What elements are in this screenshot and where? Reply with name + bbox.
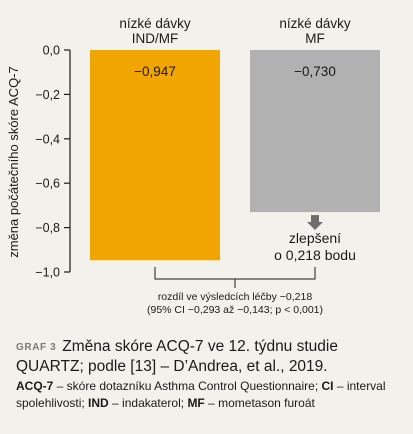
improvement-arrow-stem xyxy=(311,215,319,223)
y-tick-label: −0,8 xyxy=(35,221,60,235)
difference-bracket xyxy=(154,267,316,280)
bar xyxy=(90,50,220,261)
abbr-ind: IND xyxy=(88,396,109,410)
abbr-ci: CI xyxy=(321,379,334,393)
value-label: −0,730 xyxy=(294,64,336,79)
difference-annotation: rozdíl ve výsledcích léčby −0,218(95% CI… xyxy=(147,267,323,316)
bar xyxy=(250,50,380,213)
figure-caption-text: Změna skóre ACQ-7 ve 12. týdnu studie QU… xyxy=(16,338,338,375)
y-tick-label: −0,2 xyxy=(35,88,60,102)
category-label: nízké dávky xyxy=(119,16,191,31)
abbreviation-notes: ACQ-7 – skóre dotazníku Asthma Control Q… xyxy=(16,378,406,412)
bar-chart: 0,0 −0,2 −0,4 −0,6 −0,8 −1,0 změna počátečníh… xyxy=(6,16,380,316)
bars xyxy=(90,50,380,261)
y-tick-label: −0,6 xyxy=(35,177,60,191)
abbr-ci-def: – interval spolehlivosti; xyxy=(16,379,386,410)
category-label: MF xyxy=(305,31,325,46)
abbr-mf-def: – mometason furoát xyxy=(204,396,315,410)
improvement-label: o 0,218 bodu xyxy=(274,247,356,263)
y-axis-label: změna počátečního skóre ACQ-7 xyxy=(6,66,21,258)
improvement-arrow-head xyxy=(307,222,323,231)
y-tick-label: −0,4 xyxy=(35,132,60,146)
figure-number: GRAF 3 xyxy=(16,342,57,353)
y-axis: 0,0 −0,2 −0,4 −0,6 −0,8 −1,0 xyxy=(35,44,71,280)
difference-label: rozdíl ve výsledcích léčby −0,218 xyxy=(158,291,313,303)
value-labels: −0,947 −0,730 xyxy=(134,64,336,79)
abbr-ind-def: – indakaterol; xyxy=(108,396,188,410)
figure-caption: GRAF 3 Změna skóre ACQ-7 ve 12. týdnu stu… xyxy=(16,337,406,376)
value-label: −0,947 xyxy=(134,64,176,79)
y-tick-label: −1,0 xyxy=(35,266,60,280)
abbr-acq7: ACQ-7 xyxy=(16,379,54,393)
abbr-acq7-def: – skóre dotazníku Asthma Control Questio… xyxy=(53,379,322,393)
abbr-mf: MF xyxy=(187,396,205,410)
y-tick-label: 0,0 xyxy=(43,44,60,58)
category-label: nízké dávky xyxy=(279,16,351,31)
improvement-label: zlepšení xyxy=(289,230,341,246)
difference-label: (95% CI −0,293 až −0,143; p < 0,001) xyxy=(147,304,323,316)
category-label: IND/MF xyxy=(132,31,179,46)
